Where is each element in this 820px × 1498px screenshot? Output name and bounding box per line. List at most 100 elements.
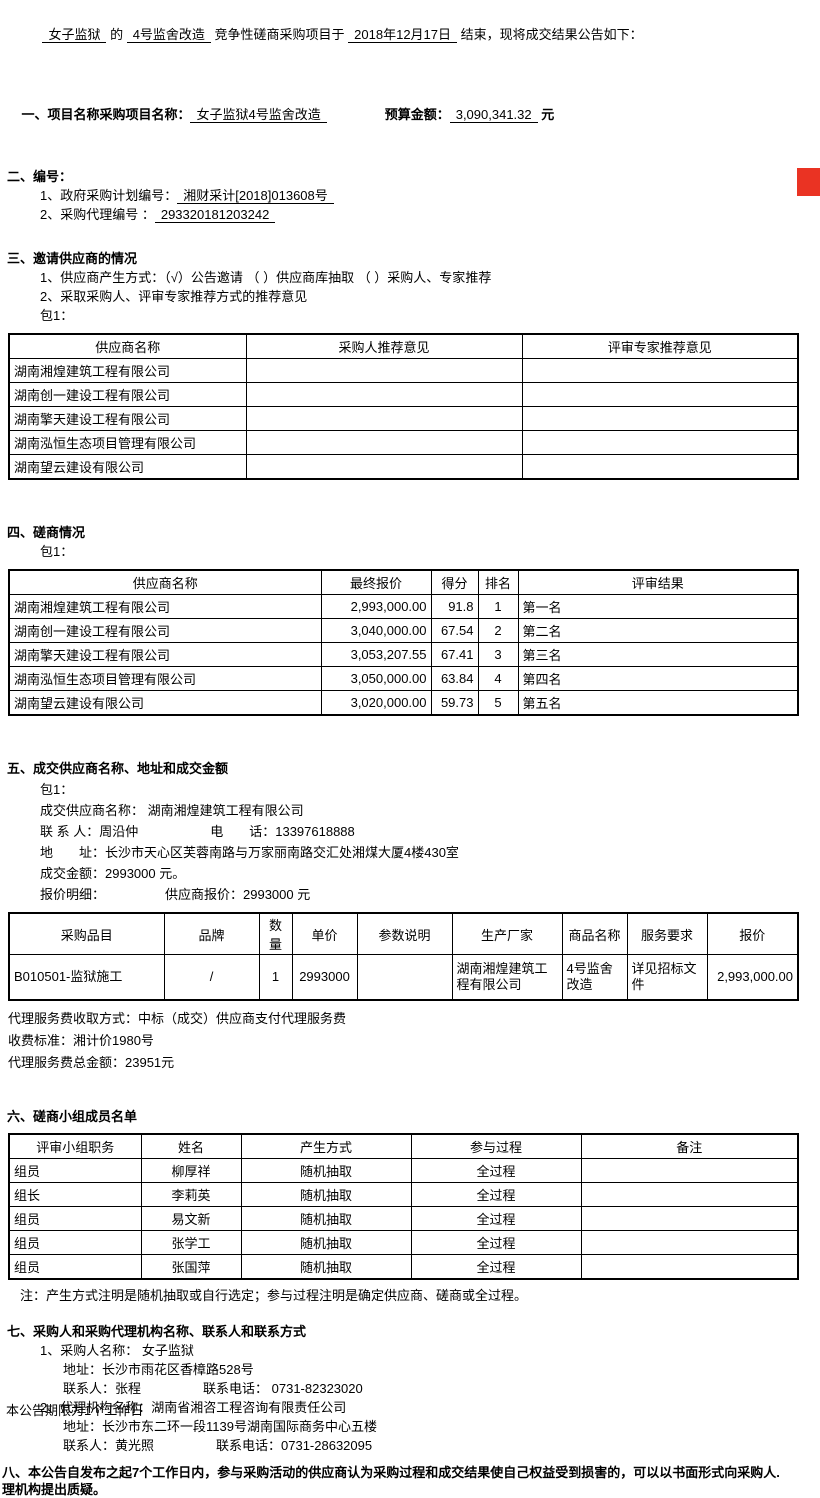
- agency-contact-person: 联系人：黄光照: [63, 1438, 155, 1453]
- table-cell: 1: [477, 594, 519, 619]
- table-cell: [580, 1254, 799, 1280]
- column-header: 数量: [258, 912, 293, 955]
- table-cell: 组员: [8, 1158, 142, 1183]
- column-header: 参数说明: [356, 912, 453, 955]
- table-row: 湖南创一建设工程有限公司: [8, 382, 799, 407]
- column-header: 排名: [477, 569, 519, 595]
- table-cell: 第四名: [517, 666, 799, 691]
- section-5-title: 五、成交供应商名称、地址和成交金额: [7, 761, 229, 776]
- agency-address-line: 地址：长沙市东二环一段1139号湖南国际商务中心五楼: [63, 1419, 377, 1434]
- table-cell: 组员: [8, 1254, 142, 1280]
- buyer-contact-phone: 联系电话： 0731-82323020: [203, 1381, 363, 1396]
- agency-number-value: 293320181203242: [154, 207, 276, 223]
- table-cell: [245, 430, 523, 455]
- section-5-award: 五、成交供应商名称、地址和成交金额 包1： 成交供应商名称： 湖南湘煌建筑工程有…: [7, 758, 820, 905]
- negotiation-results-table: 供应商名称 最终报价 得分 排名 评审结果 湖南湘煌建筑工程有限公司 2,993,…: [8, 569, 799, 716]
- table-cell: 湖南创一建设工程有限公司: [8, 382, 247, 407]
- awarded-supplier-line: 成交供应商名称： 湖南湘煌建筑工程有限公司: [40, 803, 304, 818]
- table-cell: 组员: [8, 1206, 142, 1231]
- project-name-blank: 4号监舍改造: [126, 27, 211, 43]
- section-4-title: 四、磋商情况: [7, 525, 86, 540]
- table-cell: 湖南望云建设有限公司: [8, 690, 322, 716]
- table-cell: [521, 406, 799, 431]
- table-cell: 5: [477, 690, 519, 716]
- table-row: 组员 易文新 随机抽取 全过程: [8, 1206, 799, 1231]
- table-row: 湖南泓恒生态项目管理有限公司: [8, 430, 799, 455]
- column-header: 评审专家推荐意见: [521, 333, 799, 359]
- column-header: 产生方式: [240, 1133, 412, 1159]
- table-row: 湖南创一建设工程有限公司 3,040,000.00 67.54 2 第二名: [8, 618, 799, 643]
- plan-number-value: 湘财采计[2018]013608号: [177, 188, 334, 204]
- table-cell: 全过程: [410, 1182, 582, 1207]
- column-header: 供应商名称: [8, 333, 247, 359]
- table-cell: 3,050,000.00: [320, 666, 432, 691]
- column-header: 单价: [291, 912, 358, 955]
- table-cell: 全过程: [410, 1230, 582, 1255]
- budget-label: 预算金额：: [384, 107, 450, 122]
- table-cell: 3: [477, 642, 519, 667]
- table-cell: 易文新: [140, 1206, 242, 1231]
- end-date-blank: 2018年12月17日: [348, 27, 458, 43]
- section-8-objection: 八、本公告自发布之起7个工作日内，参与采购活动的供应商认为采购过程和成交结果使自…: [2, 1464, 820, 1498]
- project-name-value: 女子监狱4号监舍改造: [190, 107, 327, 123]
- column-header: 采购品目: [8, 912, 165, 955]
- table-cell: 李莉英: [140, 1182, 242, 1207]
- table-cell: 4: [477, 666, 519, 691]
- section-2-title: 二、编号：: [7, 169, 73, 184]
- table-header-row: 评审小组职务 姓名 产生方式 参与过程 备注: [8, 1133, 799, 1159]
- supplier-source-line: 1、供应商产生方式：（√）公告邀请 （ ）供应商库抽取 （ ）采购人、专家推荐: [40, 270, 492, 285]
- package-label: 包1：: [40, 544, 74, 559]
- table-cell: 第五名: [517, 690, 799, 716]
- section-6-committee: 六、磋商小组成员名单: [7, 1107, 820, 1126]
- address-line: 地 址：长沙市天心区芙蓉南路与万家丽南路交汇处湘煤大厦4楼430室: [40, 845, 459, 860]
- buyer-address-line: 地址：长沙市雨花区香樟路528号: [63, 1362, 254, 1377]
- table-cell: [521, 430, 799, 455]
- table-cell: [580, 1230, 799, 1255]
- table-cell: 随机抽取: [240, 1230, 412, 1255]
- table-cell: 随机抽取: [240, 1158, 412, 1183]
- fee-method-line: 代理服务费收取方式：中标（成交）供应商支付代理服务费: [8, 1011, 347, 1026]
- table-row: 湖南湘煌建筑工程有限公司: [8, 358, 799, 383]
- table-cell: [245, 454, 523, 480]
- intro-text: 竞争性磋商采购项目于: [210, 27, 349, 42]
- buyer-contact-line: 联系人：张程 联系电话： 0731-82323020: [63, 1379, 820, 1398]
- table-cell: 张国萍: [140, 1254, 242, 1280]
- column-header: 供应商名称: [8, 569, 322, 595]
- package-label: 包1：: [40, 782, 74, 797]
- agency-contact-line: 联系人：黄光照 联系电话：0731-28632095: [63, 1436, 820, 1455]
- table-cell: [245, 358, 523, 383]
- table-cell: 3,020,000.00: [320, 690, 432, 716]
- section-3-title: 三、邀请供应商的情况: [7, 251, 138, 266]
- table-row: 湖南湘煌建筑工程有限公司 2,993,000.00 91.8 1 第一名: [8, 594, 799, 619]
- table-cell: [580, 1206, 799, 1231]
- table-cell: /: [163, 954, 260, 1001]
- table-cell: 湖南擎天建设工程有限公司: [8, 406, 247, 431]
- intro-text: 的: [106, 27, 127, 42]
- column-header: 最终报价: [320, 569, 432, 595]
- quote-detail-line: 报价明细： 供应商报价：2993000 元: [40, 884, 820, 905]
- quote-detail-label: 报价明细：: [40, 887, 106, 902]
- contact-phone: 电 话：13397618888: [210, 824, 355, 839]
- table-cell: 全过程: [410, 1158, 582, 1183]
- table-header-row: 供应商名称 最终报价 得分 排名 评审结果: [8, 569, 799, 595]
- contact-phone-line: 联 系 人：周沿仲 电 话：13397618888: [40, 821, 820, 842]
- fee-total-line: 代理服务费总金额：23951元: [8, 1055, 175, 1070]
- plan-number-label: 1、政府采购计划编号：: [40, 188, 178, 203]
- table-cell: B010501-监狱施工: [8, 954, 165, 1001]
- agency-number-label: 2、采购代理编号 ：: [40, 207, 155, 222]
- section-6-title: 六、磋商小组成员名单: [7, 1109, 138, 1124]
- table-cell: 63.84: [430, 666, 479, 691]
- contact-person: 联 系 人：周沿仲: [40, 824, 139, 839]
- table-cell: 湖南望云建设有限公司: [8, 454, 247, 480]
- table-cell: 4号监舍改造: [561, 954, 628, 1001]
- table-cell: 张学工: [140, 1230, 242, 1255]
- table-cell: 全过程: [410, 1254, 582, 1280]
- table-cell: 柳厚祥: [140, 1158, 242, 1183]
- table-row: 组员 张学工 随机抽取 全过程: [8, 1230, 799, 1255]
- section-7-title: 七、采购人和采购代理机构名称、联系人和联系方式: [7, 1324, 307, 1339]
- table-row: 湖南泓恒生态项目管理有限公司 3,050,000.00 63.84 4 第四名: [8, 666, 799, 691]
- table-cell: [245, 406, 523, 431]
- budget-unit: 元: [537, 107, 555, 122]
- table-cell: 第三名: [517, 642, 799, 667]
- section-4-negotiation: 四、磋商情况 包1：: [7, 523, 820, 562]
